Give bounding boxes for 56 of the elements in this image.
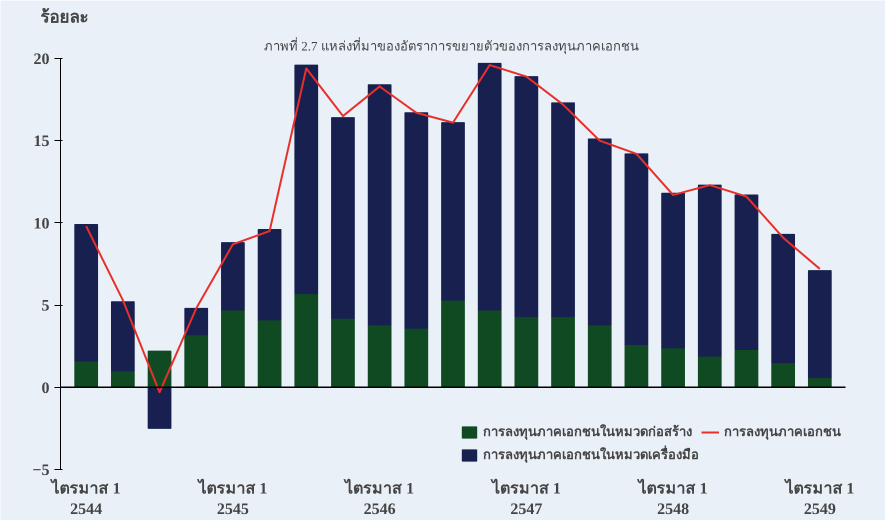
bar (294, 64, 318, 294)
bar (221, 310, 245, 388)
bar (441, 122, 465, 301)
bar (588, 138, 612, 326)
bar (294, 293, 318, 388)
legend-label: การลงทุนภาคเอกชนในหมวดก่อสร้าง (483, 423, 692, 442)
bar (624, 153, 648, 346)
bar (734, 348, 758, 388)
y-tick-label: −5 (32, 462, 50, 479)
bar (661, 192, 685, 348)
bar (404, 112, 428, 329)
bar (184, 334, 208, 388)
bar (258, 319, 282, 388)
bar (258, 228, 282, 320)
y-tick-label: 15 (34, 133, 50, 150)
bar (74, 224, 98, 362)
bar (698, 184, 722, 357)
bar (514, 316, 538, 388)
legend-label: การลงทุนภาคเอกชน (724, 423, 841, 442)
bar (404, 328, 428, 388)
y-tick-label: 5 (42, 298, 50, 315)
bar (478, 62, 502, 311)
bar (221, 242, 245, 311)
bar (771, 362, 796, 388)
bar (368, 84, 392, 326)
y-tick-label: 0 (42, 380, 50, 397)
bar (808, 270, 832, 378)
chart-title: ภาพที่ 2.7 แหล่งที่มาของอัตราการขยายตัวของการลงทุนภาคเอกชน (264, 38, 639, 54)
line-series (85, 64, 821, 394)
legend-label: การลงทุนภาคเอกชนในหมวดเครื่องมือ (483, 444, 699, 465)
x-tick-label: ไตรมาส 1 2548 (636, 478, 708, 518)
y-axis-title: ร้อยละ (40, 8, 88, 26)
bar (514, 76, 538, 318)
bar (734, 194, 758, 350)
bar (368, 324, 392, 388)
x-tick-label: ไตรมาส 1 2545 (196, 478, 268, 518)
x-tick-label: ไตรมาส 1 2546 (343, 478, 414, 518)
bar (110, 301, 135, 372)
bar (148, 386, 172, 429)
bar (624, 344, 648, 388)
bar (331, 117, 355, 319)
bar (588, 324, 612, 388)
bar (551, 102, 575, 318)
bar (478, 310, 502, 388)
bar (74, 360, 98, 388)
x-tick-label: ไตรมาส 1 2544 (50, 478, 121, 518)
bar (771, 234, 796, 364)
bar (661, 347, 685, 388)
x-tick-label: ไตรมาส 1 2549 (783, 478, 854, 518)
bar (331, 318, 355, 388)
bar (441, 300, 465, 388)
bar (551, 316, 575, 388)
x-tick-label: ไตรมาส 1 2547 (490, 478, 561, 518)
y-tick-label: 10 (34, 215, 50, 232)
y-tick-label: 20 (34, 51, 50, 68)
bar (698, 356, 722, 388)
